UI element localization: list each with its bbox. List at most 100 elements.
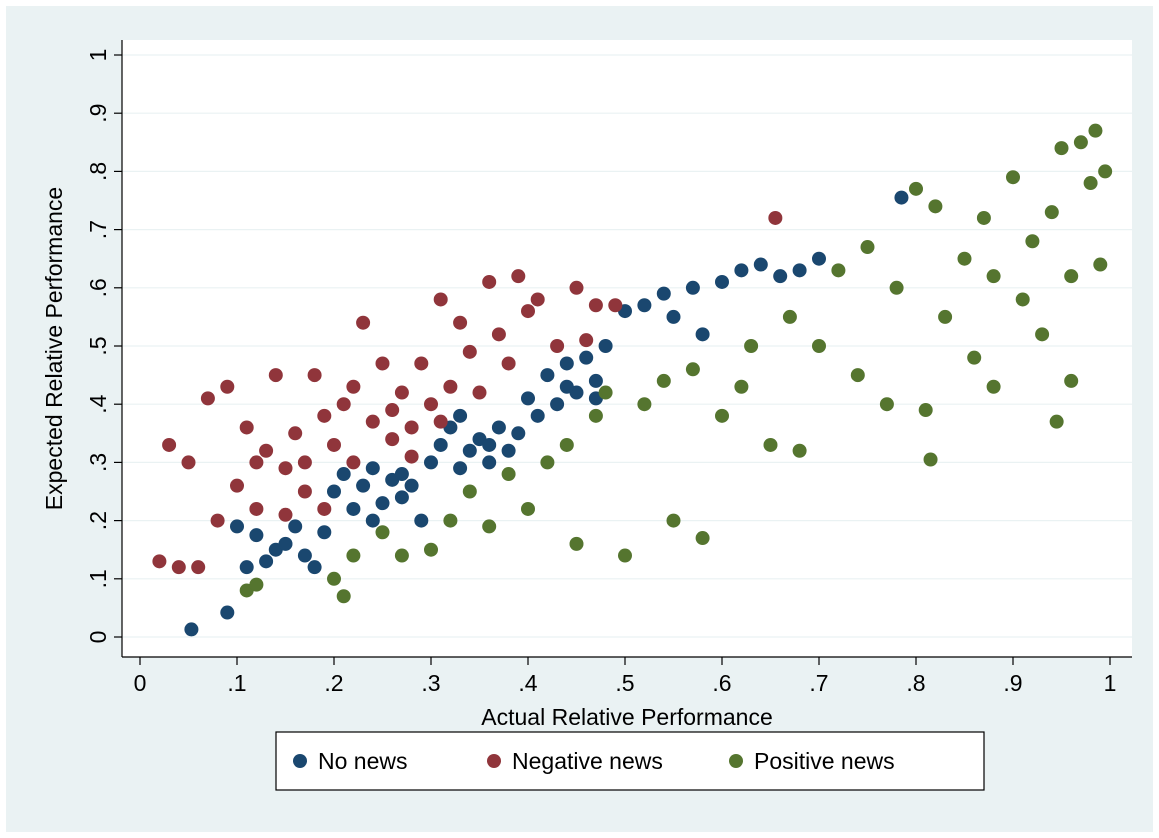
x-axis-title: Actual Relative Performance	[481, 704, 772, 730]
data-point	[501, 443, 516, 458]
data-point	[453, 461, 468, 476]
x-tick-label: .3	[421, 670, 440, 696]
data-point	[637, 298, 652, 313]
data-point	[540, 368, 555, 383]
data-point	[511, 426, 526, 441]
legend-box	[275, 731, 985, 791]
data-point	[184, 622, 199, 637]
legend-marker	[729, 754, 743, 768]
data-point	[433, 437, 448, 452]
data-point	[773, 269, 788, 284]
data-point	[356, 478, 371, 493]
data-point	[307, 368, 322, 383]
data-point	[559, 356, 574, 371]
data-point	[278, 461, 293, 476]
data-point	[268, 368, 283, 383]
data-point	[918, 403, 933, 418]
data-point	[297, 548, 312, 563]
x-tick-label: .8	[906, 670, 925, 696]
data-point	[550, 397, 565, 412]
data-point	[346, 548, 361, 563]
data-point	[511, 269, 526, 284]
data-point	[1025, 234, 1040, 249]
data-point	[501, 467, 516, 482]
data-point	[336, 467, 351, 482]
data-point	[375, 496, 390, 511]
data-point	[162, 437, 177, 452]
data-point	[598, 339, 613, 353]
data-point	[909, 181, 923, 196]
data-point	[462, 344, 477, 359]
data-point	[317, 501, 332, 516]
data-point	[550, 339, 565, 353]
data-point	[482, 274, 497, 289]
data-point	[414, 356, 429, 371]
data-point	[782, 309, 797, 324]
legend-marker	[487, 754, 501, 768]
data-point	[394, 385, 409, 400]
y-tick-label: .6	[85, 278, 111, 297]
data-point	[588, 298, 603, 313]
data-point	[482, 455, 497, 470]
legend-label: Negative news	[512, 748, 663, 774]
x-tick-label: .4	[518, 670, 537, 696]
data-point	[433, 414, 448, 429]
y-tick-label: .5	[85, 336, 111, 355]
data-point	[317, 408, 332, 423]
data-point	[768, 210, 783, 225]
data-point	[171, 560, 186, 575]
data-point	[1073, 135, 1088, 150]
data-point	[618, 548, 632, 563]
data-point	[443, 379, 458, 394]
data-point	[230, 478, 244, 493]
data-point	[394, 548, 409, 563]
data-point	[928, 199, 943, 214]
data-point	[453, 315, 468, 330]
data-point	[462, 443, 477, 458]
data-point	[356, 315, 371, 330]
data-point	[365, 513, 380, 528]
y-tick-label: .7	[85, 220, 111, 239]
data-point	[152, 554, 167, 569]
data-point	[491, 327, 506, 342]
y-tick-label: 1	[85, 49, 111, 62]
data-point	[685, 280, 700, 295]
data-point	[792, 443, 807, 458]
data-point	[385, 432, 400, 447]
x-tick-label: .9	[1003, 670, 1022, 696]
data-point	[559, 379, 574, 394]
data-point	[715, 408, 729, 423]
data-point	[404, 478, 419, 493]
data-point	[453, 408, 468, 423]
data-point	[1015, 292, 1030, 307]
data-point	[424, 397, 438, 412]
data-point	[278, 536, 293, 551]
data-point	[521, 391, 535, 406]
y-tick-label: .2	[85, 511, 111, 530]
data-point	[365, 461, 380, 476]
data-point	[986, 379, 1001, 394]
data-point	[1006, 170, 1020, 185]
data-point	[812, 251, 826, 266]
data-point	[424, 455, 438, 470]
plot-area	[122, 40, 1132, 657]
data-point	[831, 263, 846, 278]
data-point	[763, 437, 778, 452]
data-point	[753, 257, 768, 272]
data-point	[812, 339, 826, 353]
data-point	[239, 420, 254, 435]
chart-frame: 0 .1 .2 .3 .4 .5 .6 .7 .8 .9 1 0 .1 .2 .3 .4 .5 .6 .7 .8 .9 1…	[6, 6, 1153, 832]
x-tick-label: 0	[134, 670, 147, 696]
y-axis-title: Expected Relative Performance	[41, 187, 67, 510]
data-point	[346, 455, 361, 470]
data-point	[579, 333, 594, 348]
data-point	[559, 437, 574, 452]
data-point	[472, 385, 487, 400]
data-point	[365, 414, 380, 429]
data-point	[482, 519, 497, 534]
data-point	[297, 455, 312, 470]
data-point	[923, 452, 938, 467]
data-point	[598, 385, 613, 400]
data-point	[957, 251, 972, 266]
data-point	[297, 484, 312, 499]
